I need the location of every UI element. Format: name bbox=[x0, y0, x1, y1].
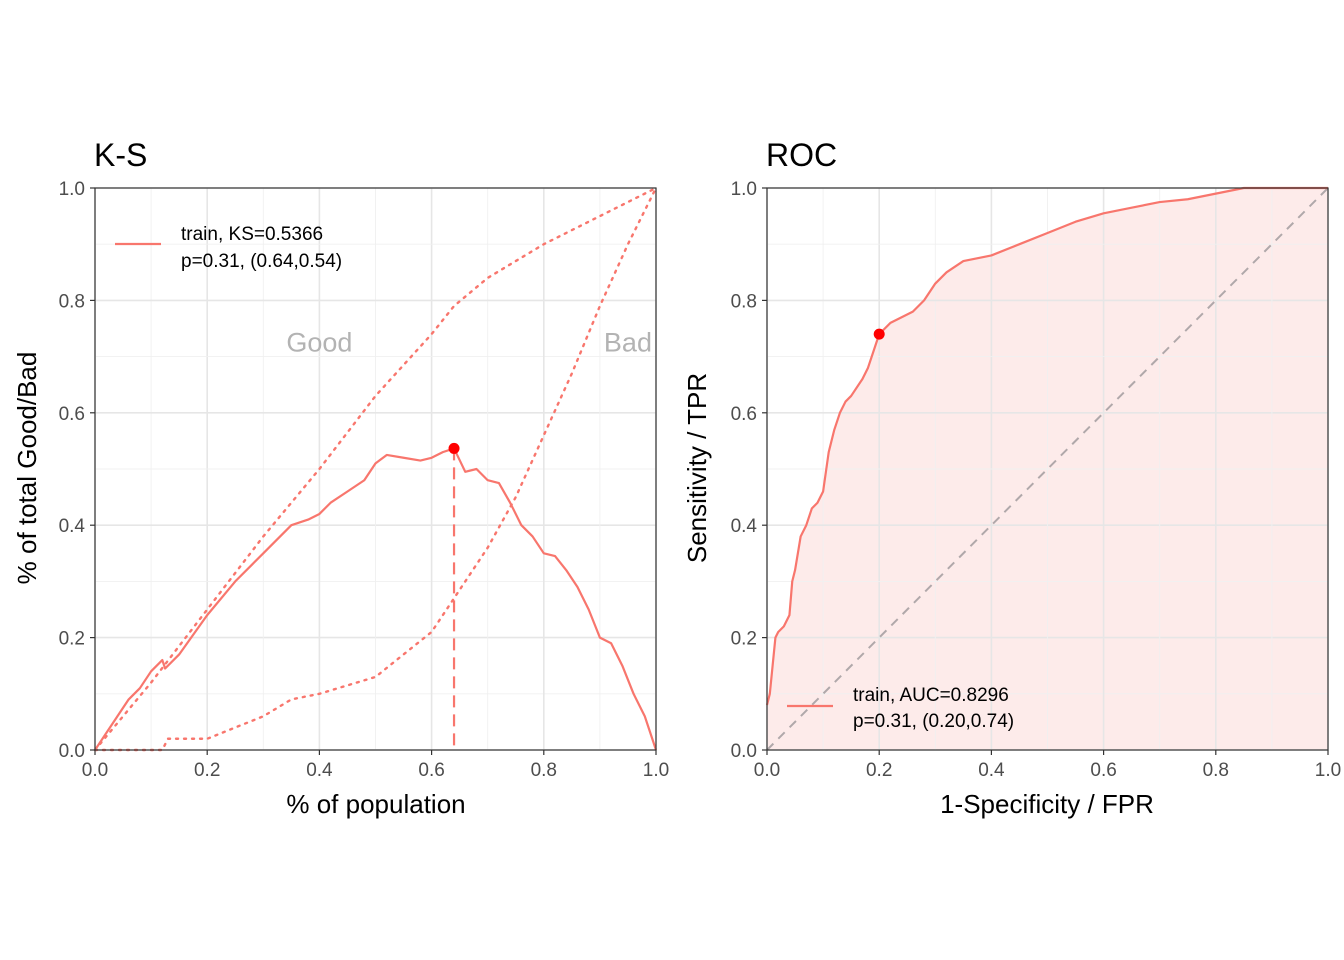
roc-plot-frame bbox=[766, 187, 1329, 751]
roc-y-tick-label: 0.6 bbox=[731, 404, 757, 425]
roc-x-tick-label: 0.0 bbox=[754, 760, 780, 781]
ks-x-tick-label: 0.0 bbox=[82, 760, 108, 781]
ks-y-tick-label: 0.8 bbox=[59, 291, 85, 312]
roc-series-train-line bbox=[765, 186, 1328, 706]
ks-y-tick-label: 0.4 bbox=[59, 516, 86, 537]
roc-x-tick-label: 0.6 bbox=[1090, 760, 1116, 781]
roc-ticks: 0.0 0.2 0.4 0.6 0.8 1.0 0.0 0.2 0.4 0.6 0.8 1.0 bbox=[731, 179, 1342, 781]
ks-legend-line1: train, KS=0.5366 bbox=[181, 224, 323, 245]
ks-series-train-line bbox=[94, 447, 658, 751]
ks-legend: train, KS=0.5366 p=0.31, (0.64,0.54) bbox=[115, 224, 342, 272]
roc-y-tick-label: 0.4 bbox=[731, 516, 758, 537]
roc-legend: train, AUC=0.8296 p=0.31, (0.20,0.74) bbox=[787, 685, 1014, 732]
roc-x-tick-label: 0.8 bbox=[1203, 760, 1229, 781]
roc-max-point bbox=[873, 328, 885, 340]
ks-annotations: Good Bad bbox=[286, 328, 652, 358]
ks-series-bad-line bbox=[93, 186, 658, 752]
ks-y-tick-label: 1.0 bbox=[59, 179, 85, 200]
roc-reference-line bbox=[766, 187, 1329, 751]
roc-legend-line1: train, AUC=0.8296 bbox=[853, 685, 1009, 706]
ks-ticks: 0.0 0.2 0.4 0.6 0.8 1.0 0.0 0.2 0.4 0.6 0.8 1.0 bbox=[59, 179, 670, 781]
ks-grid bbox=[94, 187, 657, 751]
roc-x-tick-label: 0.4 bbox=[978, 760, 1005, 781]
ks-legend-line2: p=0.31, (0.64,0.54) bbox=[181, 251, 342, 272]
ks-x-tick-label: 0.2 bbox=[194, 760, 220, 781]
roc-y-tick-label: 0.2 bbox=[731, 629, 757, 650]
roc-x-tick-label: 1.0 bbox=[1315, 760, 1341, 781]
ks-x-tick-label: 1.0 bbox=[643, 760, 669, 781]
ks-annotation-bad: Bad bbox=[604, 328, 652, 358]
roc-panel: ROC 0.0 0.2 0.4 0.6 0.8 1.0 0.0 0.2 0.4 0.6 0.8 1.0… bbox=[682, 137, 1341, 819]
ks-series-good-line bbox=[93, 186, 658, 752]
roc-title: ROC bbox=[766, 137, 837, 173]
roc-y-tick-label: 0.8 bbox=[731, 291, 757, 312]
roc-x-tick-label: 0.2 bbox=[866, 760, 892, 781]
ks-y-tick-label: 0.0 bbox=[59, 741, 85, 762]
ks-plot-frame bbox=[94, 187, 657, 751]
ks-x-tick-label: 0.4 bbox=[306, 760, 333, 781]
ks-x-axis-title: % of population bbox=[286, 789, 465, 819]
roc-legend-line2: p=0.31, (0.20,0.74) bbox=[853, 711, 1014, 732]
ks-series bbox=[93, 186, 658, 752]
ks-max-point bbox=[448, 442, 460, 454]
ks-y-tick-label: 0.2 bbox=[59, 629, 85, 650]
ks-y-tick-label: 0.6 bbox=[59, 404, 85, 425]
roc-series bbox=[765, 186, 1329, 751]
ks-panel: K-S Good Bad 0.0 0.2 0.4 0.6 0.8 1.00.00.20.40… bbox=[12, 137, 669, 819]
ks-y-axis-title: % of total Good/Bad bbox=[12, 352, 42, 585]
roc-y-tick-label: 0.0 bbox=[731, 741, 757, 762]
ks-title: K-S bbox=[94, 137, 147, 173]
ks-x-tick-label: 0.6 bbox=[418, 760, 444, 781]
roc-y-tick-label: 1.0 bbox=[731, 179, 757, 200]
ks-annotation-good: Good bbox=[286, 328, 352, 358]
roc-x-axis-title: 1-Specificity / FPR bbox=[940, 789, 1154, 819]
roc-y-axis-title: Sensitivity / TPR bbox=[682, 373, 712, 563]
ks-x-tick-label: 0.8 bbox=[531, 760, 557, 781]
